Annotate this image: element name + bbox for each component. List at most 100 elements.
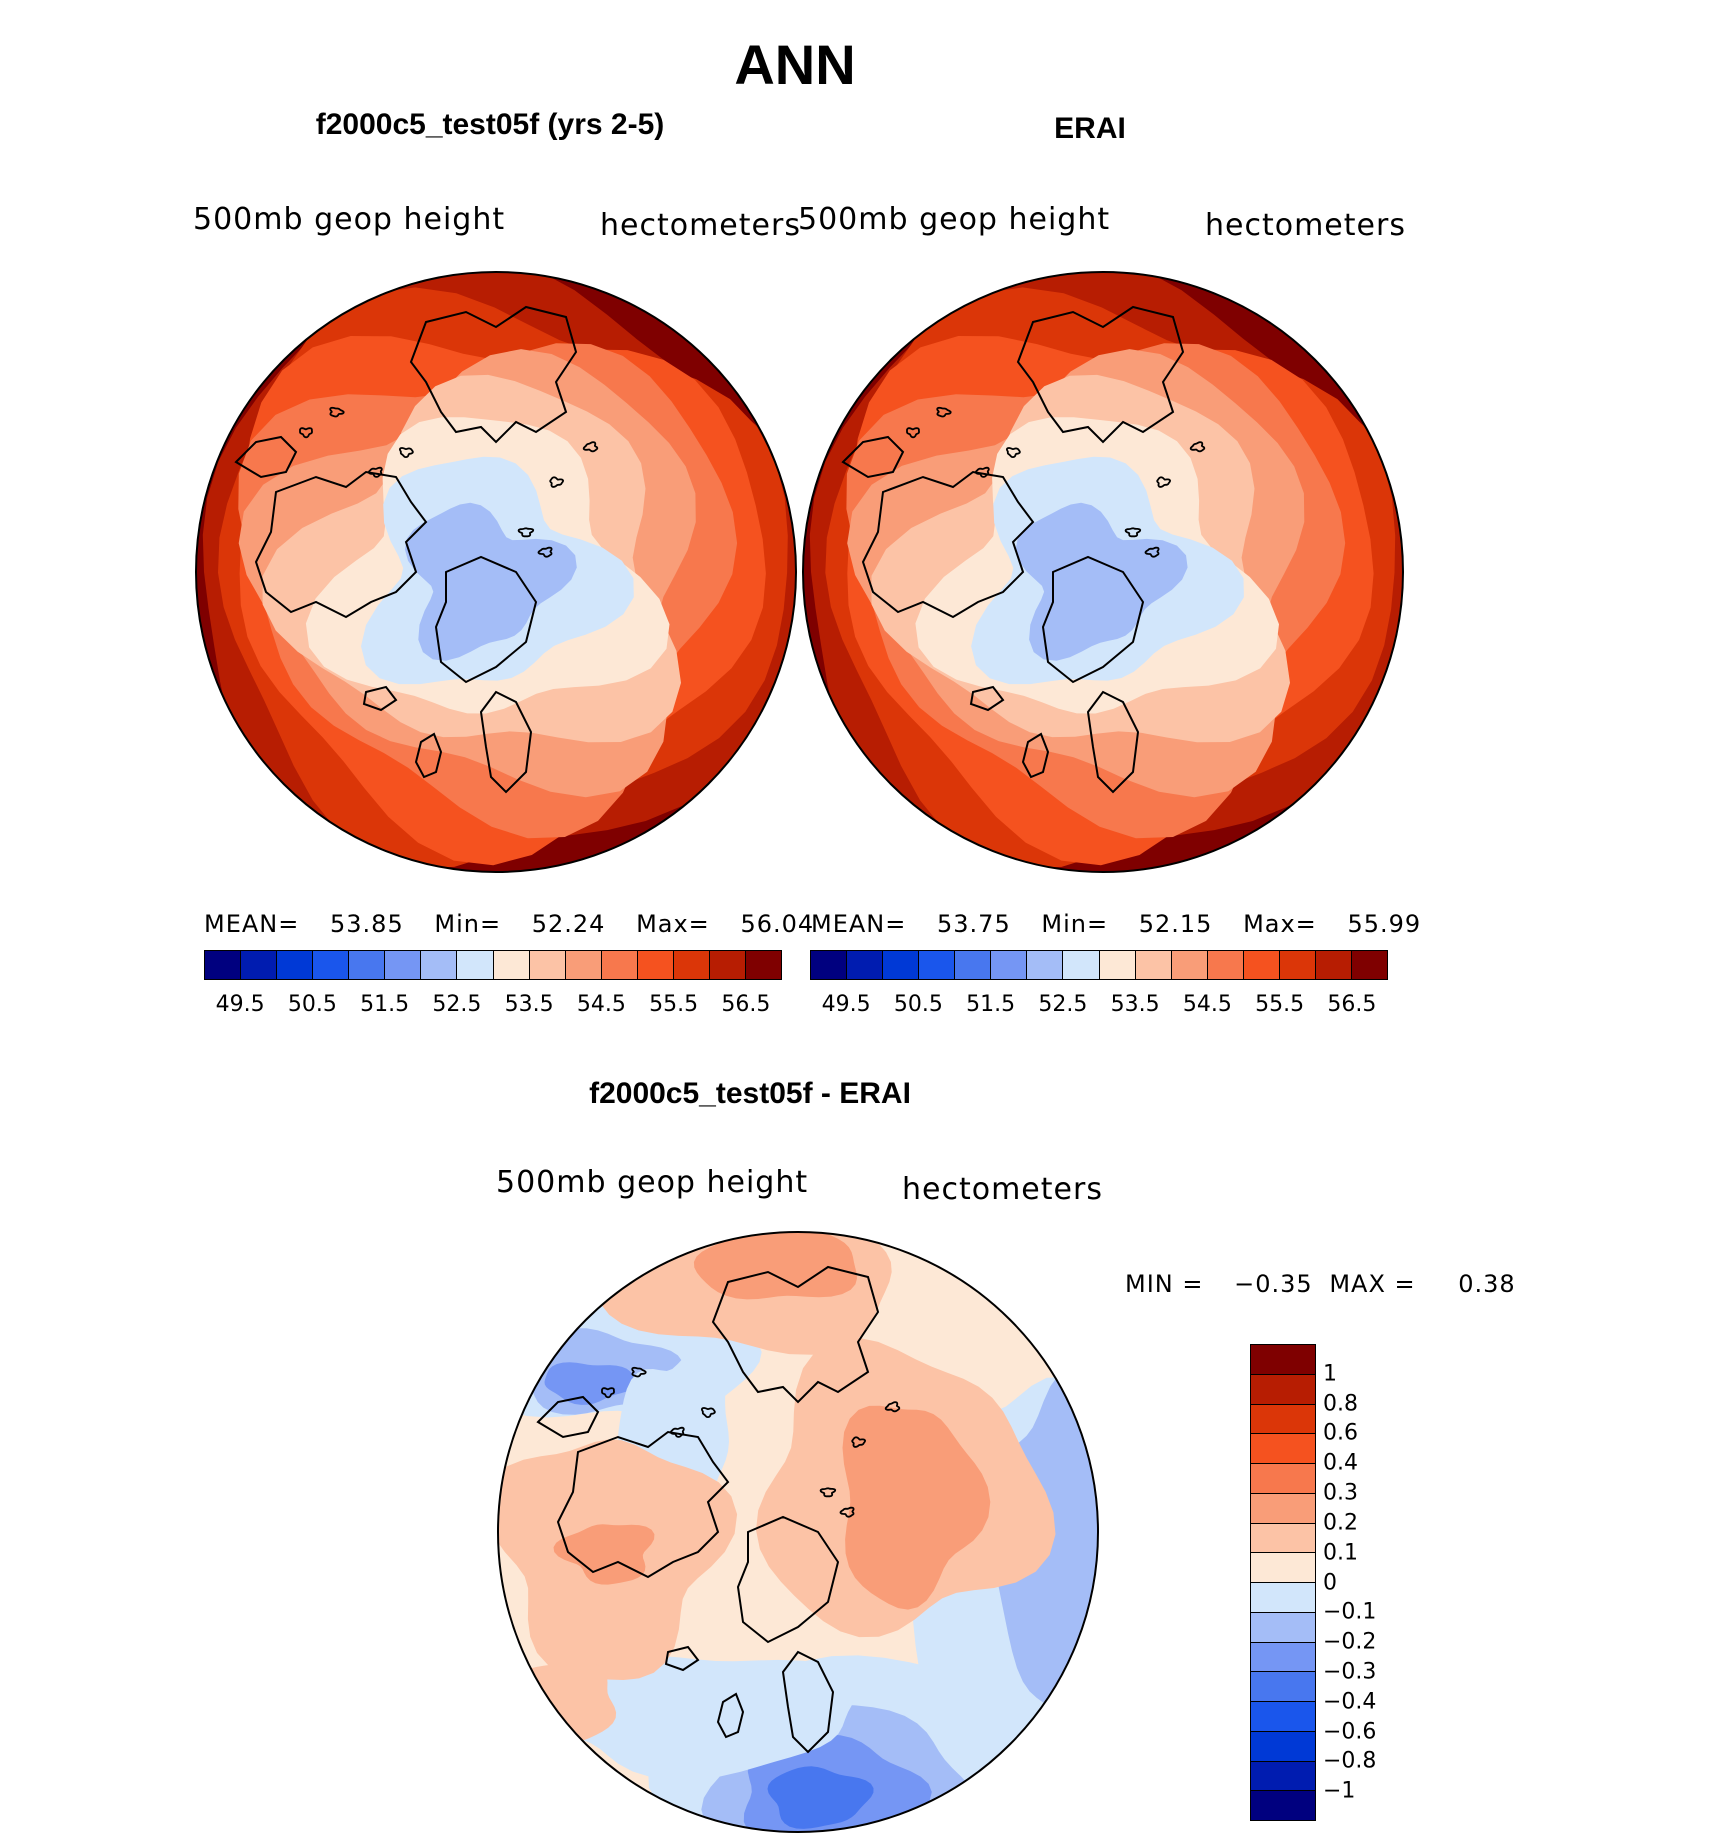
colorbar-swatch	[811, 951, 848, 979]
colorbar-tick-label: −0.4	[1323, 1689, 1377, 1715]
colorbar-swatch	[1251, 1374, 1315, 1405]
map-border	[497, 1231, 1099, 1833]
coastline-island	[906, 427, 920, 439]
diff-min-value: −0.35	[1234, 1270, 1313, 1298]
right-units-label: hectometers	[1205, 208, 1406, 243]
contour-band	[842, 1405, 991, 1610]
coastline-island	[851, 1436, 867, 1448]
colorbar-swatch	[1251, 1464, 1315, 1494]
colorbar-swatch	[919, 951, 956, 979]
colorbar-tick-label: 54.5	[1182, 992, 1232, 1017]
coastline-island	[549, 476, 565, 488]
coastline	[841, 435, 905, 479]
coastline-island	[974, 466, 990, 478]
coastline-island	[1189, 441, 1206, 453]
colorbar-tick-label: 53.5	[504, 992, 554, 1017]
colorbar-swatch	[1135, 951, 1172, 979]
colorbar-tick-label: 0.6	[1323, 1420, 1358, 1446]
colorbar-right-ticks: 49.5 50.5 51.5 52.5 53.5 54.5 55.5 56.5	[810, 992, 1388, 1017]
left-min-value: 52.24	[531, 910, 606, 938]
coastline	[556, 1430, 730, 1579]
colorbar-swatch	[565, 951, 602, 979]
colorbar-swatch	[1027, 951, 1064, 979]
colorbar-swatch	[1251, 1761, 1315, 1792]
panel-left-title: f2000c5_test05f (yrs 2-5)	[315, 108, 665, 141]
colorbar-tick-label: 50.5	[893, 992, 943, 1017]
colorbar-swatch	[955, 951, 992, 979]
map-right	[802, 271, 1404, 873]
colorbar-tick-label: 55.5	[649, 992, 699, 1017]
left-max-label: Max=	[636, 910, 710, 938]
colorbar-tick-label: 0.2	[1323, 1510, 1358, 1536]
colorbar-tick-label: −0.1	[1323, 1599, 1377, 1625]
coastline	[664, 1645, 700, 1672]
colorbar-tick-label: 1	[1323, 1361, 1337, 1387]
colorbar-tick-label: 55.5	[1255, 992, 1305, 1017]
coastline	[409, 305, 578, 444]
coastline	[969, 685, 1005, 712]
colorbar-swatch	[277, 951, 314, 979]
right-max-label: Max=	[1243, 910, 1317, 938]
coastline	[1041, 555, 1145, 684]
panel-diff-title: f2000c5_test05f - ERAI	[589, 1077, 911, 1110]
right-max-value: 55.99	[1347, 910, 1422, 938]
colorbar-swatch	[1251, 1523, 1315, 1554]
panel-right-title: ERAI	[1054, 112, 1126, 145]
coastline-island	[329, 406, 345, 418]
contour-band	[553, 1524, 655, 1585]
colorbar-tick-label: 53.5	[1110, 992, 1160, 1017]
colorbar-left	[204, 950, 782, 980]
colorbar-swatch	[1251, 1493, 1315, 1524]
colorbar-tick-label: 0	[1323, 1570, 1337, 1595]
diff-units-label: hectometers	[902, 1172, 1103, 1207]
colorbar-tick-label: 0.8	[1323, 1391, 1358, 1417]
colorbar-tick-label: −1	[1323, 1778, 1356, 1804]
coastline	[716, 1692, 745, 1739]
contour-band	[1015, 502, 1188, 661]
colorbar-swatch	[883, 951, 920, 979]
colorbar-swatch	[241, 951, 278, 979]
colorbar-swatch	[601, 951, 638, 979]
colorbar-swatch	[385, 951, 422, 979]
coastline-island	[398, 447, 414, 459]
coastline	[1021, 732, 1050, 779]
colorbar-swatch	[493, 951, 530, 979]
colorbar-swatch	[1099, 951, 1136, 979]
coastline-island	[537, 546, 553, 558]
coastline	[1016, 305, 1185, 444]
left-variable-label: 500mb geop height	[193, 202, 506, 237]
colorbar-tick-label: 56.5	[1327, 992, 1377, 1017]
left-mean-label: MEAN=	[204, 910, 300, 938]
colorbar-right	[810, 950, 1388, 980]
colorbar-swatch	[1251, 1731, 1315, 1762]
coastline	[781, 1650, 835, 1754]
contour-band	[498, 1660, 617, 1745]
colorbar-swatch	[709, 951, 746, 979]
colorbar-tick-label: 49.5	[215, 992, 265, 1017]
colorbar-swatch	[529, 951, 566, 979]
colorbar-swatch	[745, 951, 781, 979]
colorbar-tick-label: −0.8	[1323, 1748, 1377, 1774]
coastline-island	[1124, 527, 1142, 538]
coastline-island	[819, 1487, 837, 1498]
colorbar-tick-label: 50.5	[287, 992, 337, 1017]
coastline	[736, 1515, 840, 1644]
coastline-island	[631, 1366, 647, 1378]
colorbar-swatch	[1351, 951, 1387, 979]
colorbar-swatch	[1063, 951, 1100, 979]
colorbar-swatch	[1251, 1434, 1315, 1464]
map-left	[195, 271, 797, 873]
coastline	[234, 435, 298, 479]
map-border	[195, 271, 797, 873]
coastline-island	[1005, 447, 1021, 459]
colorbar-swatch	[1251, 1702, 1315, 1732]
colorbar-swatch	[1251, 1642, 1315, 1673]
colorbar-tick-label: 0.1	[1323, 1540, 1358, 1566]
colorbar-swatch	[1315, 951, 1352, 979]
colorbar-swatch	[1279, 951, 1316, 979]
colorbar-swatch	[1251, 1553, 1315, 1583]
colorbar-tick-label: 49.5	[821, 992, 871, 1017]
contour-band	[693, 1232, 857, 1300]
coastline-island	[517, 527, 535, 538]
diff-variable-label: 500mb geop height	[496, 1165, 809, 1200]
